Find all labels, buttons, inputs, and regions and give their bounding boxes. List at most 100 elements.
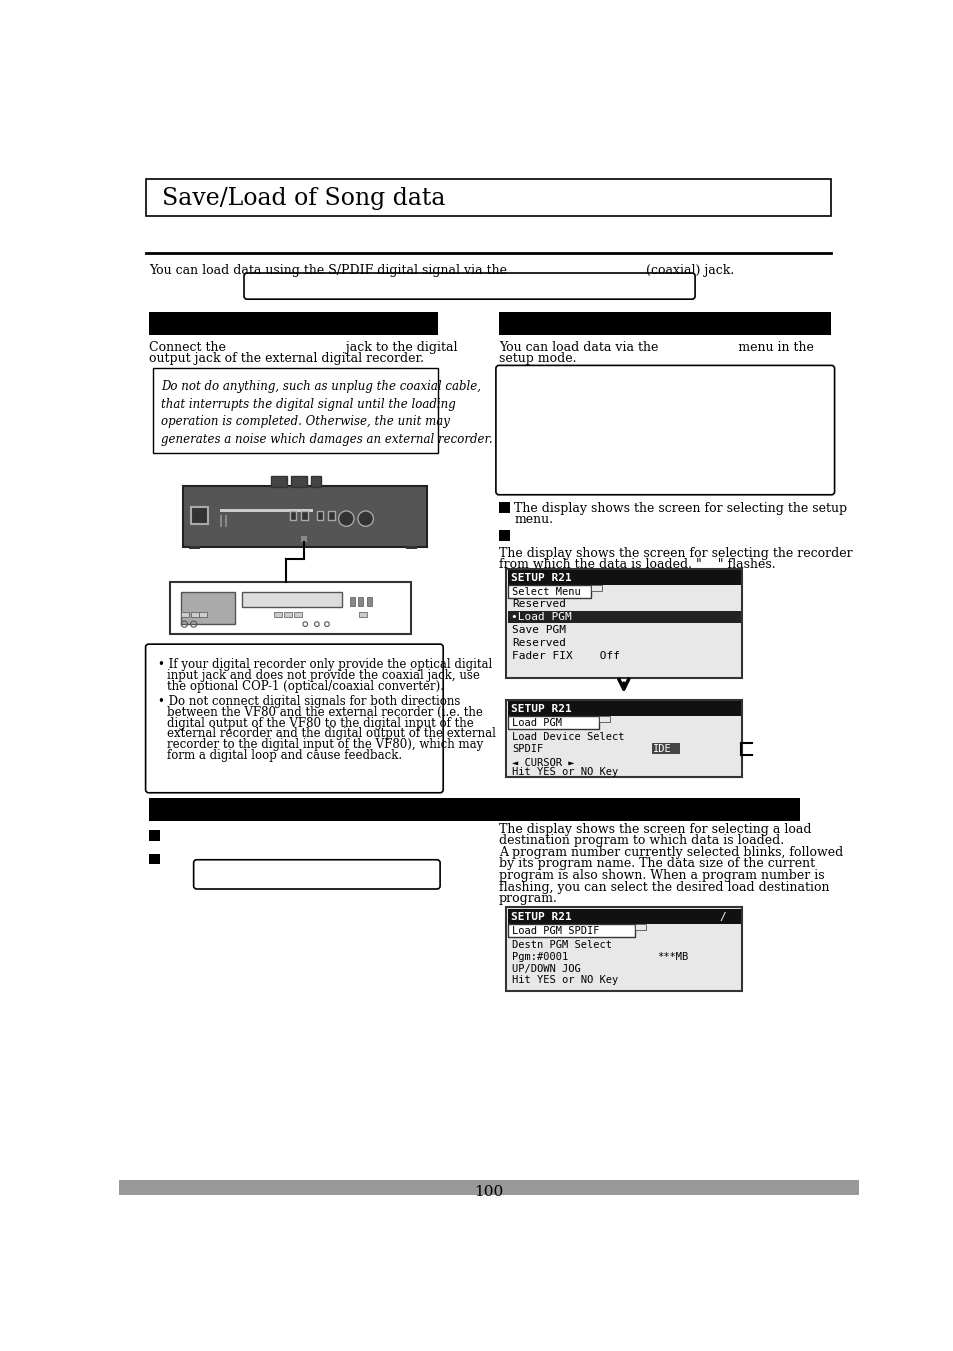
Bar (359, 612, 367, 617)
Text: Reserved: Reserved (512, 598, 565, 609)
Bar (153, 369, 437, 453)
Text: UP/DOWN JOG: UP/DOWN JOG (512, 965, 580, 974)
Bar (300, 535, 307, 542)
Text: Load PGM: Load PGM (512, 717, 561, 728)
Text: menu.: menu. (514, 513, 553, 527)
Bar (199, 612, 207, 617)
Text: •Load PGM: •Load PGM (510, 612, 571, 623)
Text: ***MB: ***MB (657, 952, 688, 962)
Bar (507, 570, 740, 585)
Bar (598, 716, 609, 721)
Bar (367, 597, 372, 607)
Text: • If your digital recorder only provide the optical digital: • If your digital recorder only provide … (158, 658, 492, 671)
Text: A program number currently selected blinks, followed: A program number currently selected blin… (498, 846, 842, 859)
Bar (181, 592, 235, 624)
Bar (301, 511, 307, 520)
Bar (507, 585, 591, 598)
Text: output jack of the external digital recorder.: output jack of the external digital reco… (149, 353, 423, 365)
Text: Destn PGM Select: Destn PGM Select (512, 940, 612, 950)
Text: Save/Load of Song data: Save/Load of Song data (162, 186, 445, 209)
Bar (192, 507, 208, 524)
Text: Select Menu: Select Menu (512, 586, 580, 597)
Bar (284, 612, 292, 617)
Text: 100: 100 (474, 1185, 503, 1198)
Bar (192, 612, 199, 617)
Text: You can load data using the S/PDIF digital signal via the: You can load data using the S/PDIF digit… (149, 263, 506, 277)
Text: Hit YES or NO Key: Hit YES or NO Key (512, 767, 618, 777)
Bar (498, 312, 831, 335)
Text: by its program name. The data size of the current: by its program name. The data size of th… (498, 858, 814, 870)
Bar (507, 716, 598, 728)
Text: Load PGM SPDIF: Load PGM SPDIF (512, 925, 599, 936)
Bar (311, 477, 320, 488)
Bar (591, 585, 601, 590)
Bar (146, 180, 831, 216)
Text: /: / (719, 912, 725, 921)
Text: digital output of the VF80 to the digital input of the: digital output of the VF80 to the digita… (167, 716, 474, 730)
Bar (274, 612, 282, 617)
Circle shape (357, 511, 373, 527)
Circle shape (338, 511, 354, 527)
Bar (635, 924, 645, 929)
Bar (406, 546, 416, 550)
Text: recorder to the digital input of the VF80), which may: recorder to the digital input of the VF8… (167, 738, 483, 751)
Bar (316, 511, 323, 520)
Bar (328, 511, 335, 520)
Text: The display shows the screen for selecting the setup: The display shows the screen for selecti… (514, 503, 846, 516)
Text: SPDIF: SPDIF (512, 744, 543, 754)
Bar (507, 924, 635, 936)
Bar (505, 908, 741, 990)
Bar (498, 530, 509, 540)
Bar (149, 854, 159, 865)
Text: setup mode.: setup mode. (498, 353, 576, 365)
Text: between the VF80 and the external recorder (i.e. the: between the VF80 and the external record… (167, 705, 482, 719)
FancyBboxPatch shape (244, 273, 695, 299)
Text: Reserved: Reserved (512, 639, 565, 648)
Text: IDE: IDE (653, 744, 671, 754)
Text: the optional COP-1 (optical/coaxial converter).: the optional COP-1 (optical/coaxial conv… (167, 680, 444, 693)
Text: Save PGM: Save PGM (512, 626, 565, 635)
FancyBboxPatch shape (496, 365, 834, 494)
Text: form a digital loop and cause feedback.: form a digital loop and cause feedback. (167, 748, 402, 762)
Bar (220, 515, 222, 527)
Bar (651, 743, 679, 754)
Bar (189, 546, 199, 550)
Text: • Do not connect digital signals for both directions: • Do not connect digital signals for bot… (158, 694, 460, 708)
Bar (505, 569, 741, 678)
Text: program is also shown. When a program number is: program is also shown. When a program nu… (498, 869, 823, 882)
Text: SETUP R21: SETUP R21 (510, 912, 571, 921)
Text: SETUP R21: SETUP R21 (510, 573, 571, 582)
Text: program.: program. (498, 892, 558, 905)
Bar (350, 597, 355, 607)
Bar (294, 612, 302, 617)
Bar (149, 312, 437, 335)
Text: SETUP R21: SETUP R21 (510, 704, 571, 713)
Text: external recorder and the digital output of the external: external recorder and the digital output… (167, 727, 496, 740)
Text: destination program to which data is loaded.: destination program to which data is loa… (498, 835, 783, 847)
FancyBboxPatch shape (146, 644, 443, 793)
Bar (224, 515, 227, 527)
Text: Load Device Select: Load Device Select (512, 732, 624, 742)
Bar (181, 612, 189, 617)
Text: Connect the                              jack to the digital: Connect the jack to the digital (149, 340, 456, 354)
Text: from which the data is loaded. "    " flashes.: from which the data is loaded. " " flash… (498, 558, 775, 571)
Text: You can load data via the                    menu in the: You can load data via the menu in the (498, 340, 813, 354)
Text: that interrupts the digital signal until the loading: that interrupts the digital signal until… (161, 397, 456, 411)
Bar (507, 909, 740, 924)
Text: flashing, you can select the desired load destination: flashing, you can select the desired loa… (498, 881, 828, 893)
Text: ◄ CURSOR ►: ◄ CURSOR ► (512, 758, 574, 769)
Bar (149, 798, 799, 821)
Text: (coaxial) jack.: (coaxial) jack. (645, 263, 734, 277)
Bar (498, 503, 509, 513)
Bar (149, 831, 159, 842)
Text: The display shows the screen for selecting a load: The display shows the screen for selecti… (498, 823, 811, 836)
Bar (505, 700, 741, 777)
FancyBboxPatch shape (193, 859, 439, 889)
Bar (291, 477, 307, 488)
Bar (241, 592, 342, 607)
Bar (357, 597, 362, 607)
Text: operation is completed. Otherwise, the unit may: operation is completed. Otherwise, the u… (161, 416, 450, 428)
Bar (271, 477, 286, 488)
Text: Hit YES or NO Key: Hit YES or NO Key (512, 975, 618, 985)
Bar (171, 582, 410, 634)
